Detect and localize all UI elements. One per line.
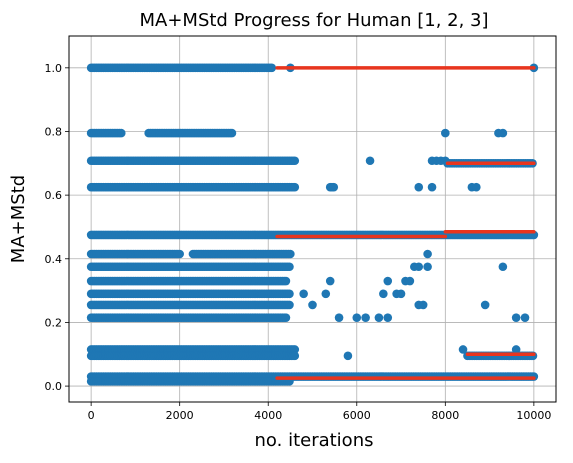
y-tick-label: 0.8 xyxy=(45,125,63,138)
scatter-point xyxy=(414,262,424,272)
scatter-point xyxy=(325,276,335,286)
scatter-point xyxy=(267,63,277,73)
scatter-point xyxy=(361,313,370,322)
scatter-point xyxy=(480,300,490,310)
scatter-point xyxy=(281,276,291,286)
scatter-point xyxy=(290,156,300,166)
scatter-point xyxy=(374,313,384,322)
y-tick-label: 0.4 xyxy=(45,253,63,266)
scatter-point xyxy=(365,156,375,166)
scatter-point xyxy=(379,289,388,299)
scatter-point xyxy=(423,262,432,272)
scatter-point xyxy=(498,262,508,272)
scatter-point xyxy=(423,249,432,259)
scatter-point xyxy=(458,345,468,354)
scatter-point xyxy=(427,182,437,192)
scatter-point xyxy=(286,249,295,259)
scatter-point xyxy=(290,351,300,361)
scatter-point xyxy=(227,128,237,138)
scatter-series xyxy=(86,63,539,386)
y-tick-label: 0.0 xyxy=(45,380,63,393)
scatter-point xyxy=(116,128,126,138)
y-axis: 0.0 0.2 0.4 0.6 0.8 1.0 xyxy=(45,62,69,393)
scatter-point xyxy=(352,313,362,322)
x-tick-label: 2000 xyxy=(166,409,194,422)
x-tick-label: 8000 xyxy=(431,409,459,422)
scatter-point xyxy=(396,289,406,299)
scatter-point xyxy=(285,300,294,310)
scatter-point xyxy=(334,313,344,322)
y-tick-label: 0.2 xyxy=(45,316,63,329)
scatter-point xyxy=(414,182,424,192)
scatter-point xyxy=(285,289,294,299)
scatter-point xyxy=(285,262,294,272)
line-series xyxy=(275,66,536,380)
scatter-point xyxy=(498,128,508,138)
scatter-point xyxy=(299,289,308,299)
x-tick-label: 6000 xyxy=(343,409,371,422)
y-axis-label: MA+MStd xyxy=(8,175,29,263)
chart-title: MA+MStd Progress for Human [1, 2, 3] xyxy=(139,10,488,31)
scatter-point xyxy=(343,351,353,361)
scatter-point xyxy=(383,276,393,286)
scatter-point xyxy=(281,313,291,322)
plot-frame xyxy=(68,35,557,403)
scatter-point xyxy=(405,276,415,286)
scatter-point xyxy=(511,313,521,322)
grid xyxy=(69,36,556,402)
x-tick-label: 0 xyxy=(88,409,95,422)
scatter-point xyxy=(308,300,317,310)
scatter-point xyxy=(418,300,428,310)
scatter-point xyxy=(383,313,393,322)
x-tick-label: 4000 xyxy=(254,409,282,422)
scatter-point xyxy=(441,128,450,138)
x-axis-label: no. iterations xyxy=(255,430,374,451)
x-axis: 0 2000 4000 6000 8000 10000 xyxy=(88,402,551,422)
scatter-point xyxy=(472,182,481,192)
scatter-point xyxy=(321,289,331,299)
scatter-point xyxy=(290,182,300,192)
y-tick-label: 1.0 xyxy=(45,62,63,75)
y-tick-label: 0.6 xyxy=(45,189,63,202)
scatter-point xyxy=(175,249,184,259)
x-tick-label: 10000 xyxy=(516,409,551,422)
scatter-point xyxy=(520,313,530,322)
scatter-point xyxy=(329,182,339,192)
